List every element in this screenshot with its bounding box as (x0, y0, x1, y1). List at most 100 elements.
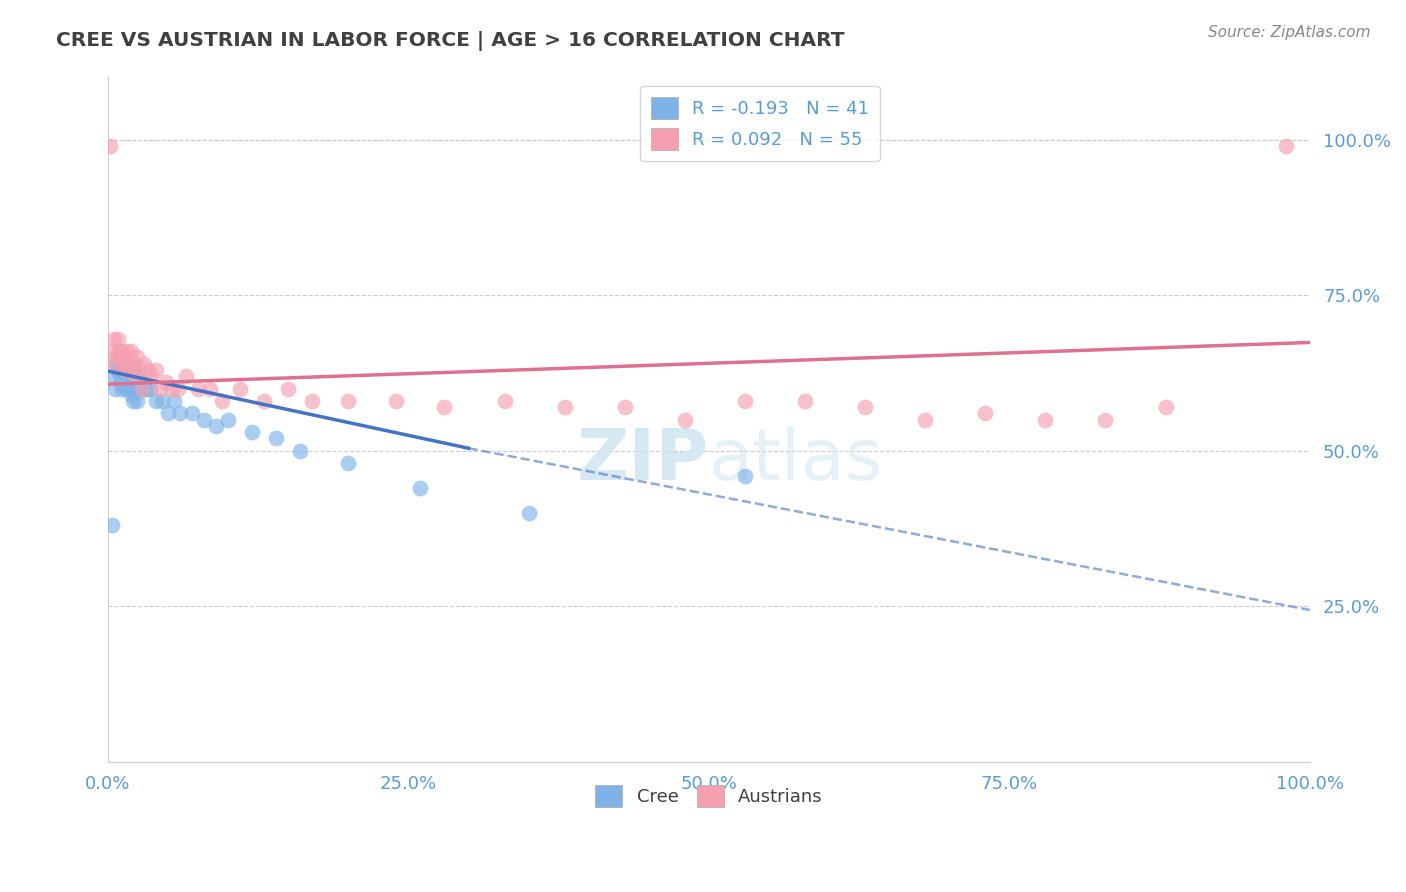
Text: ZIP: ZIP (576, 426, 709, 495)
Point (124, 382, 146, 396)
Point (124, 369, 146, 384)
Point (166, 382, 188, 396)
Point (124, 369, 146, 384)
Point (150, 393, 173, 408)
Point (155, 376, 177, 390)
Point (115, 344, 138, 359)
Point (169, 406, 191, 420)
Point (149, 382, 172, 396)
Point (110, 351, 132, 365)
Point (121, 357, 143, 371)
Point (1274, 139, 1296, 153)
Point (1154, 400, 1177, 414)
Point (114, 351, 136, 365)
Point (108, 351, 131, 365)
Point (211, 393, 233, 408)
Point (264, 431, 287, 445)
Point (115, 369, 138, 384)
Point (105, 357, 128, 371)
Point (205, 418, 228, 433)
Point (554, 400, 576, 414)
Point (673, 412, 696, 426)
Point (107, 363, 129, 377)
Point (974, 406, 997, 420)
Point (240, 425, 263, 439)
Point (111, 344, 134, 359)
Point (337, 456, 360, 470)
Point (229, 382, 252, 396)
Point (121, 388, 143, 402)
Point (734, 393, 756, 408)
Point (145, 393, 167, 408)
Point (101, 344, 124, 359)
Point (734, 468, 756, 483)
Point (122, 393, 145, 408)
Point (100, 518, 122, 533)
Point (613, 400, 636, 414)
Point (114, 363, 136, 377)
Point (120, 344, 142, 359)
Point (107, 332, 129, 346)
Point (125, 393, 148, 408)
Point (127, 363, 149, 377)
Point (494, 393, 516, 408)
Point (120, 382, 142, 396)
Point (385, 393, 408, 408)
Point (517, 506, 540, 520)
Point (181, 406, 204, 420)
Point (193, 412, 215, 426)
Point (127, 369, 149, 384)
Text: CREE VS AUSTRIAN IN LABOR FORCE | AGE > 16 CORRELATION CHART: CREE VS AUSTRIAN IN LABOR FORCE | AGE > … (56, 31, 845, 51)
Text: Source: ZipAtlas.com: Source: ZipAtlas.com (1208, 25, 1371, 40)
Point (253, 393, 276, 408)
Point (104, 357, 127, 371)
Point (132, 382, 155, 396)
Point (107, 363, 129, 377)
Point (290, 443, 312, 458)
Point (104, 382, 127, 396)
Point (409, 481, 432, 495)
Point (125, 351, 148, 365)
Point (433, 400, 456, 414)
Point (112, 357, 135, 371)
Point (118, 363, 141, 377)
Point (1035, 412, 1057, 426)
Point (187, 382, 209, 396)
Point (157, 406, 180, 420)
Point (111, 382, 134, 396)
Point (124, 357, 146, 371)
Point (117, 382, 139, 396)
Point (115, 363, 138, 377)
Point (115, 382, 138, 396)
Legend: Cree, Austrians: Cree, Austrians (588, 778, 830, 814)
Text: atlas: atlas (709, 426, 883, 495)
Point (108, 369, 131, 384)
Point (105, 351, 128, 365)
Point (301, 393, 323, 408)
Point (337, 393, 360, 408)
Point (794, 393, 817, 408)
Point (198, 382, 221, 396)
Point (131, 382, 153, 396)
Point (100, 139, 122, 153)
Point (135, 382, 157, 396)
Point (107, 344, 129, 359)
Point (145, 363, 167, 377)
Point (118, 382, 141, 396)
Point (174, 369, 197, 384)
Point (141, 369, 163, 384)
Point (103, 332, 125, 346)
Point (160, 382, 183, 396)
Point (136, 363, 159, 377)
Point (217, 412, 239, 426)
Point (853, 400, 876, 414)
Point (103, 369, 125, 384)
Point (110, 376, 132, 390)
Point (1094, 412, 1116, 426)
Point (132, 357, 155, 371)
Point (112, 357, 135, 371)
Point (139, 382, 162, 396)
Point (914, 412, 936, 426)
Point (163, 393, 186, 408)
Point (277, 382, 299, 396)
